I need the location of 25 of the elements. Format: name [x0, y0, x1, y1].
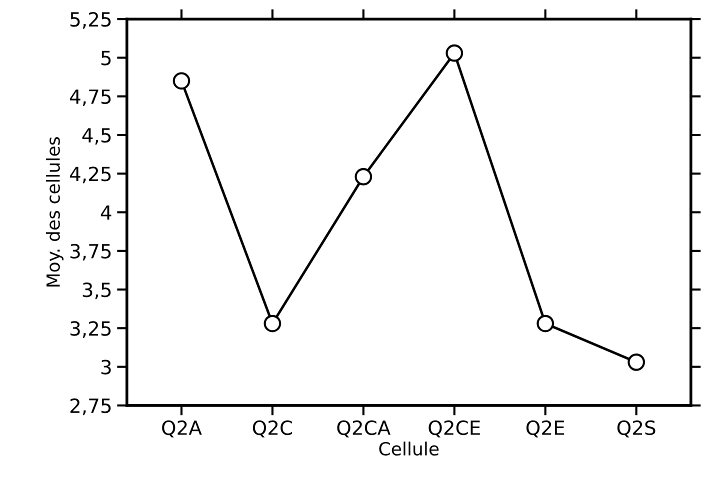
- y-tick-label: 4,5: [82, 128, 111, 145]
- x-tick-label: Q2CA: [337, 420, 391, 438]
- y-tick-label: 3: [101, 360, 111, 374]
- y-tick-label: 4,75: [70, 90, 111, 106]
- y-tick-label: 2,75: [70, 398, 111, 416]
- point: [264, 314, 282, 332]
- point: [354, 168, 372, 186]
- x-axis-title: Cellule: [379, 442, 439, 456]
- x-tick-label: Q2A: [162, 420, 202, 438]
- x-tick-label: Q2S: [617, 420, 656, 438]
- point: [628, 353, 646, 371]
- y-tick-label: 4,25: [70, 166, 111, 184]
- y-tick-label: 3,75: [70, 244, 111, 261]
- x-tick-label: Q2E: [526, 420, 564, 438]
- y-tick-label: 5: [101, 50, 111, 66]
- y-tick-label: 3,25: [70, 321, 111, 338]
- y-axis-title: Moy. des cellules: [46, 137, 64, 286]
- point: [172, 72, 190, 90]
- y-tick-label: 5,25: [70, 12, 111, 29]
- x-tick-label: Q2C: [252, 420, 292, 438]
- x-tick-label: Q2CE: [428, 420, 480, 438]
- point: [446, 44, 464, 62]
- y-tick-label: 4: [100, 205, 112, 220]
- y-tick-label: 3,5: [82, 282, 111, 300]
- point: [536, 314, 554, 332]
